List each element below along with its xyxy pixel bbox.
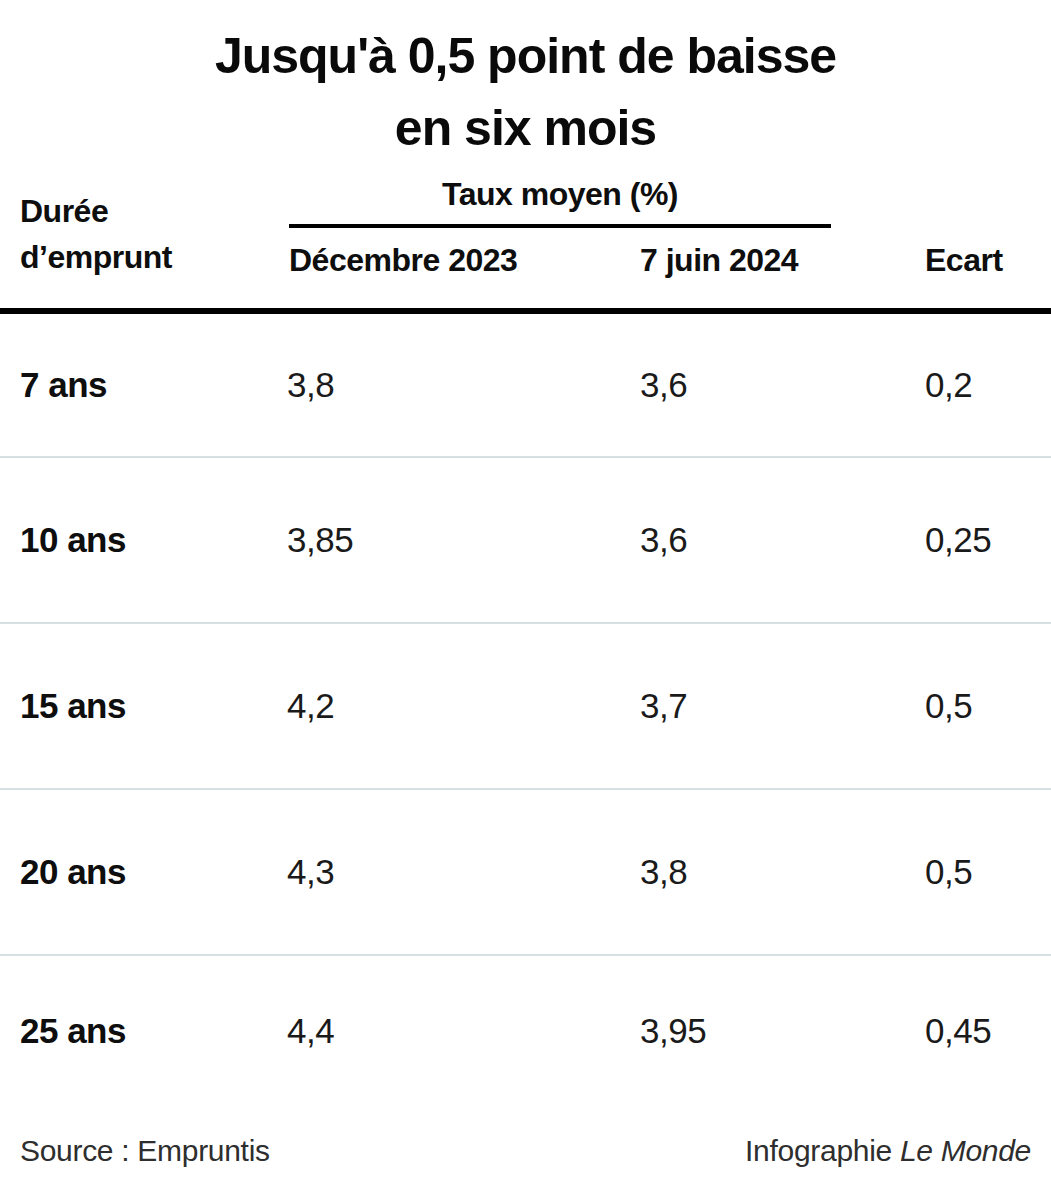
row-label-duree: 20 ans (0, 852, 287, 892)
cell-decembre-2023: 3,8 (287, 365, 640, 405)
table-header: Durée d’emprunt Taux moyen (%) Décembre … (0, 164, 1051, 308)
cell-7-juin-2024: 3,8 (640, 852, 925, 892)
row-label-duree: 7 ans (0, 365, 287, 405)
table-row: 15 ans 4,2 3,7 0,5 (0, 624, 1051, 790)
cell-decembre-2023: 4,4 (287, 1011, 640, 1051)
credit-label: Infographie Le Monde (745, 1130, 1031, 1172)
cell-ecart: 0,5 (925, 852, 1051, 892)
footer: Source : Empruntis Infographie Le Monde (0, 1130, 1051, 1172)
cell-7-juin-2024: 3,95 (640, 1011, 925, 1051)
chart-title: Jusqu'à 0,5 point de baisse en six mois (0, 0, 1051, 164)
cell-7-juin-2024: 3,7 (640, 686, 925, 726)
chart-title-line2: en six mois (395, 100, 656, 156)
cell-decembre-2023: 4,3 (287, 852, 640, 892)
cell-ecart: 0,45 (925, 1011, 1051, 1051)
source-label: Source : Empruntis (20, 1130, 270, 1172)
credit-prefix: Infographie (745, 1134, 892, 1167)
table-row: 20 ans 4,3 3,8 0,5 (0, 790, 1051, 956)
cell-ecart: 0,5 (925, 686, 1051, 726)
table-row: 10 ans 3,85 3,6 0,25 (0, 458, 1051, 624)
cell-7-juin-2024: 3,6 (640, 365, 925, 405)
cell-decembre-2023: 4,2 (287, 686, 640, 726)
column-header-duree-line1: Durée (20, 193, 108, 229)
cell-ecart: 0,2 (925, 365, 1051, 405)
row-label-duree: 15 ans (0, 686, 287, 726)
column-header-duree-line2: d’emprunt (20, 239, 172, 275)
table-body: 7 ans 3,8 3,6 0,2 10 ans 3,85 3,6 0,25 1… (0, 314, 1051, 1106)
column-header-duree-emprunt: Durée d’emprunt (20, 188, 172, 280)
table-row: 7 ans 3,8 3,6 0,2 (0, 314, 1051, 458)
group-header-underline (289, 224, 831, 228)
column-header-7-juin-2024: 7 juin 2024 (640, 240, 798, 280)
cell-7-juin-2024: 3,6 (640, 520, 925, 560)
infographic-page: Jusqu'à 0,5 point de baisse en six mois … (0, 0, 1051, 1185)
row-label-duree: 25 ans (0, 1011, 287, 1051)
table-row: 25 ans 4,4 3,95 0,45 (0, 956, 1051, 1106)
cell-decembre-2023: 3,85 (287, 520, 640, 560)
column-header-ecart: Ecart (925, 240, 1003, 280)
row-label-duree: 10 ans (0, 520, 287, 560)
chart-title-line1: Jusqu'à 0,5 point de baisse (215, 28, 836, 84)
column-header-decembre-2023: Décembre 2023 (289, 240, 517, 280)
column-group-header-taux-moyen: Taux moyen (%) (289, 174, 831, 214)
le-monde-brand: Le Monde (900, 1134, 1031, 1167)
cell-ecart: 0,25 (925, 520, 1051, 560)
